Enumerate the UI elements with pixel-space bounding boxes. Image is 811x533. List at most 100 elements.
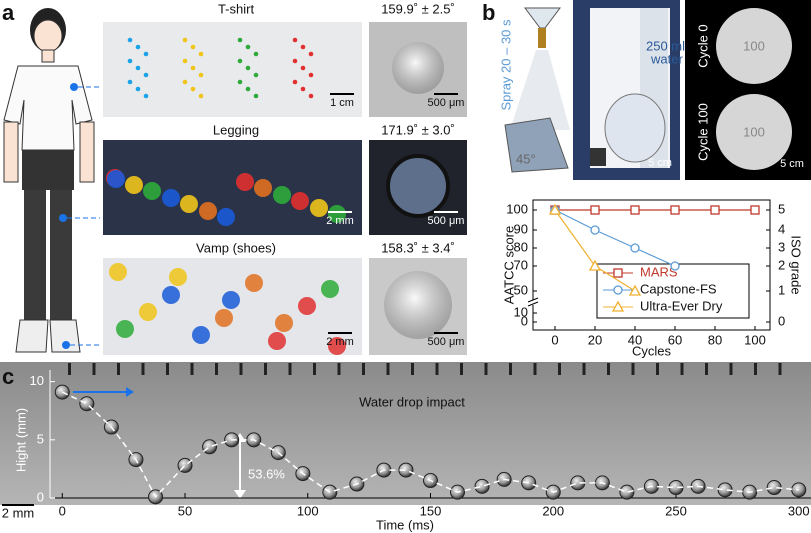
legend-label: MARS <box>640 264 678 279</box>
photo-ball <box>273 186 291 204</box>
scale-bar-label: 500 μm <box>428 336 465 348</box>
photo-ball <box>107 170 125 188</box>
photo-dot <box>135 44 141 50</box>
y2-tick-label: 2 <box>778 257 785 272</box>
falling-drop <box>362 363 365 375</box>
x-tick-label: 250 <box>665 503 687 518</box>
falling-drop <box>680 363 684 375</box>
photo-dot <box>198 72 204 78</box>
row-title: Vamp (shoes) <box>196 240 276 255</box>
axis-break <box>527 297 539 303</box>
photo-ball <box>217 208 235 226</box>
contact-angle: 158.3˚ ± 3.4˚ <box>381 240 455 255</box>
photo-dot <box>308 51 314 57</box>
disc-score: 100 <box>743 38 765 53</box>
marker <box>630 205 640 215</box>
y-tick-label: 70 <box>514 257 528 272</box>
falling-drop <box>435 363 439 375</box>
photo-ball <box>162 189 180 207</box>
trajectory <box>61 391 799 499</box>
falling-drop <box>141 363 145 375</box>
photo-dot <box>245 44 251 50</box>
x-tick-label: 40 <box>628 332 642 347</box>
scale-bar-label: 2 mm <box>326 215 354 227</box>
x-axis-title: Cycles <box>632 343 672 358</box>
y-tick-label: 10 <box>514 304 528 319</box>
cycle-label: Cycle 100 <box>695 103 710 161</box>
scale-bar-label: 500 μm <box>428 97 465 109</box>
falling-drop <box>705 363 708 375</box>
photo-dot <box>190 65 196 71</box>
y-tick-label: 5 <box>37 431 44 446</box>
y2-tick-label: 0 <box>778 313 785 328</box>
x-tick-label: 0 <box>551 332 558 347</box>
photo-dot <box>245 65 251 71</box>
photo-dot <box>237 37 243 43</box>
y-axis-title: AATCC score <box>501 226 516 305</box>
x-axis-title: Time (ms) <box>376 517 434 532</box>
water-label: water <box>650 51 683 66</box>
drop <box>474 478 490 494</box>
drop <box>619 484 635 500</box>
marker <box>590 205 600 215</box>
y-tick-label: 80 <box>514 239 528 254</box>
photo-ball <box>116 320 134 338</box>
x-tick-label: 0 <box>59 503 66 518</box>
drop <box>202 439 218 455</box>
photo-ball <box>321 280 339 298</box>
scale-bar-label: 1 cm <box>330 97 354 109</box>
scale-bar-label: 500 μm <box>428 215 465 227</box>
photo-dot <box>300 65 306 71</box>
y-tick-label: 50 <box>514 282 528 297</box>
photo-dot <box>308 93 314 99</box>
falling-drop <box>582 363 586 375</box>
photo-ball <box>310 199 328 217</box>
photo-dot <box>292 58 298 64</box>
falling-drop <box>411 363 414 375</box>
photo-dot <box>143 51 149 57</box>
photo-ball <box>222 291 240 309</box>
falling-drop <box>631 363 635 375</box>
falling-drop <box>558 363 561 375</box>
high-speed-frame <box>0 362 811 505</box>
photo-ball <box>192 326 210 344</box>
photo-dot <box>135 65 141 71</box>
y-tick-label: 0 <box>37 489 44 504</box>
photo-ball <box>143 182 161 200</box>
direction-arrow <box>126 387 134 397</box>
panel-title: Water drop impact <box>359 394 465 409</box>
falling-drop <box>68 363 71 375</box>
photo-dot <box>253 93 259 99</box>
scale-bar-label: 2 mm <box>326 336 354 348</box>
scale-bar-label: 2 mm <box>2 505 35 520</box>
x-tick-label: 200 <box>542 503 564 518</box>
row-title: Legging <box>213 122 259 137</box>
photo-dot <box>182 58 188 64</box>
photo-dot <box>198 93 204 99</box>
falling-drop <box>656 363 659 375</box>
photo-ball <box>298 297 316 315</box>
y2-tick-label: 1 <box>778 282 785 297</box>
photo-ball <box>109 263 127 281</box>
photo-dot <box>253 51 259 57</box>
falling-drop <box>533 363 537 375</box>
series-line <box>554 209 676 267</box>
photo-dot <box>198 51 204 57</box>
angle-label: 45° <box>516 151 536 166</box>
photo-ball <box>169 268 187 286</box>
photo-ball <box>236 173 254 191</box>
person-illustration <box>3 8 100 353</box>
photo-ball <box>162 286 180 304</box>
photo-ball <box>275 314 293 332</box>
photo-dot <box>237 58 243 64</box>
falling-drop <box>239 363 243 375</box>
x-tick-label: 60 <box>668 332 682 347</box>
photo-ball <box>291 192 309 210</box>
photo-dot <box>143 72 149 78</box>
legend-label: Capstone-FS <box>640 281 717 296</box>
photo-ball <box>180 195 198 213</box>
row-title: T-shirt <box>218 1 255 16</box>
photo-ball <box>199 202 217 220</box>
y-tick-label: 90 <box>514 221 528 236</box>
